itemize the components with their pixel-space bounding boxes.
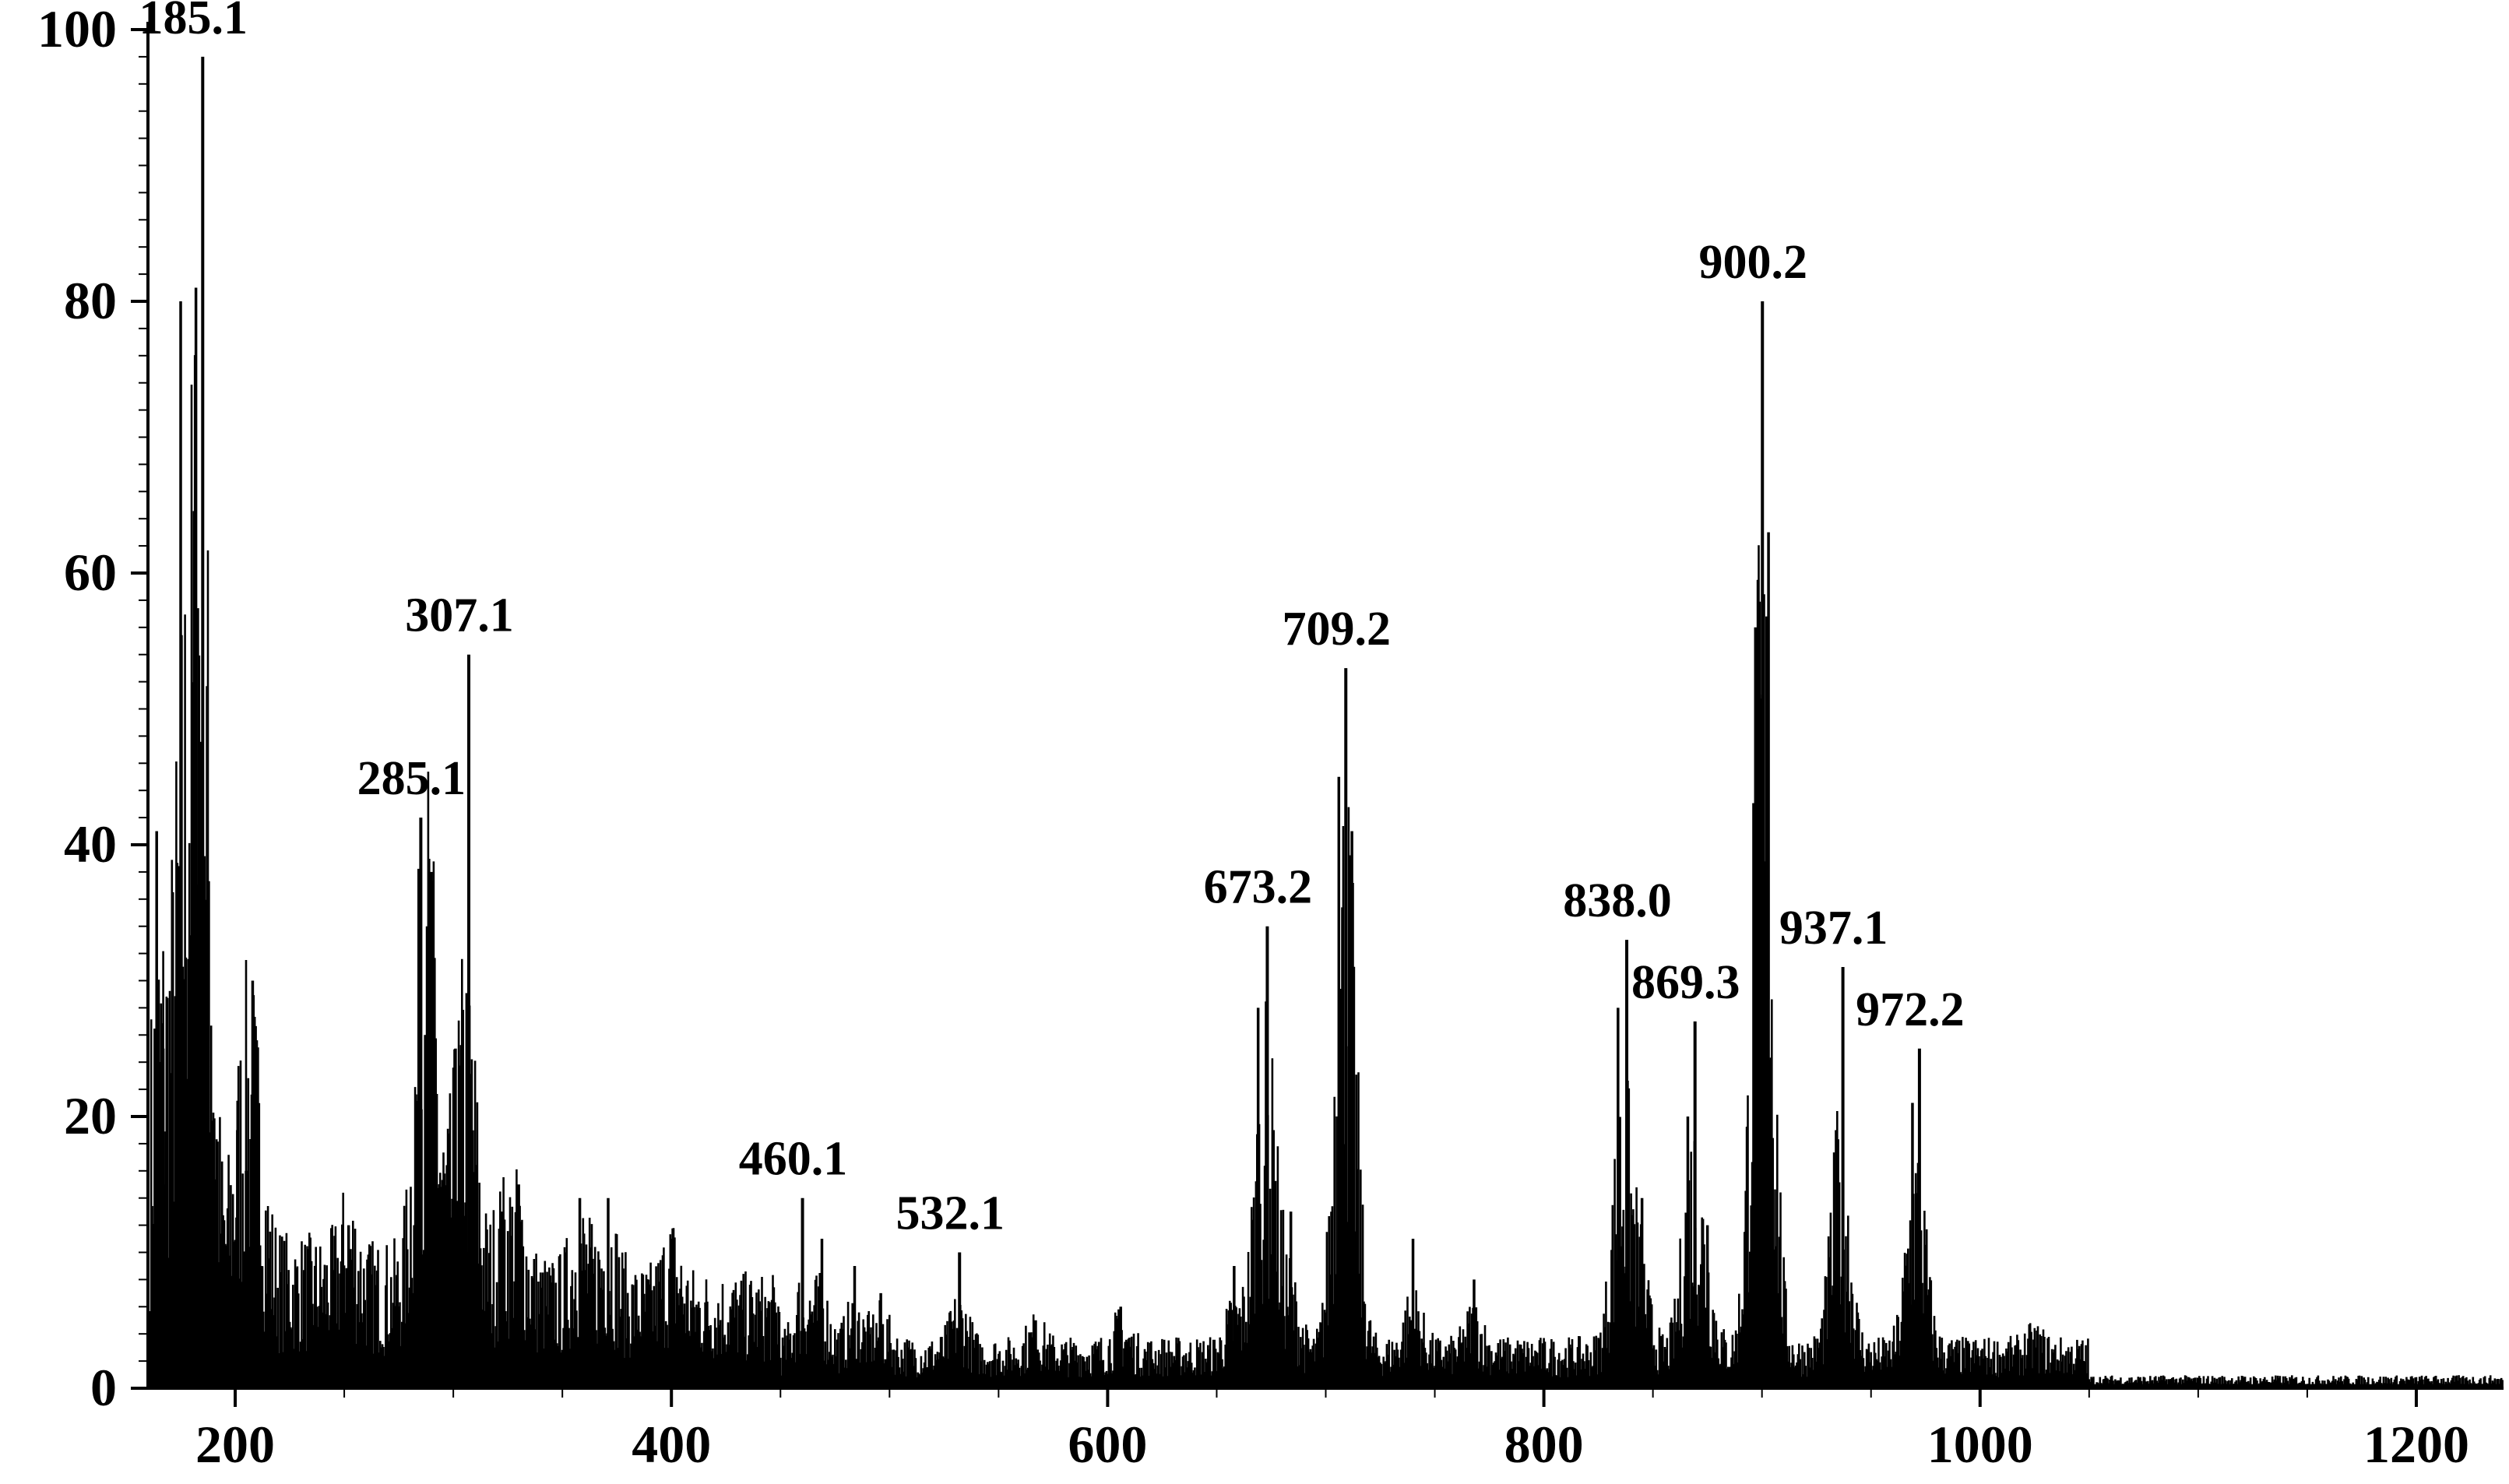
peak-label: 869.3 xyxy=(1631,956,1740,1009)
peak-labels: 185.1 285.1 307.1 460.1 532.1 673.2 709.2 838.0… xyxy=(139,0,1965,1240)
peak-label: 937.1 xyxy=(1779,902,1888,955)
spectrum-noise-baseline xyxy=(149,321,2504,1388)
peak-label: 900.2 xyxy=(1698,236,1807,289)
y-tick-label: 0 xyxy=(90,1358,117,1417)
y-tick-label: 60 xyxy=(64,543,117,602)
y-axis-ticks: 0 20 40 60 80 100 xyxy=(37,0,148,1417)
x-tick-label: 1000 xyxy=(1927,1415,2033,1474)
peak-label: 307.1 xyxy=(405,589,514,642)
x-axis-ticks: 200 400 600 800 1000 1200 xyxy=(195,1388,2469,1474)
peak-label: 285.1 xyxy=(357,752,466,805)
peak-label: 709.2 xyxy=(1283,603,1392,656)
x-tick-label: 400 xyxy=(632,1415,711,1474)
peak-label: 673.2 xyxy=(1204,861,1313,914)
x-tick-label: 600 xyxy=(1068,1415,1147,1474)
peak-label: 185.1 xyxy=(139,0,248,44)
y-tick-label: 80 xyxy=(64,271,117,330)
peak-label: 460.1 xyxy=(739,1133,848,1186)
axes xyxy=(146,22,2504,1390)
y-tick-label: 100 xyxy=(37,0,117,58)
peak-label: 838.0 xyxy=(1563,874,1672,927)
x-tick-label: 1200 xyxy=(2363,1415,2469,1474)
y-tick-label: 40 xyxy=(64,814,117,874)
peak-label: 532.1 xyxy=(896,1187,1005,1240)
x-tick-label: 200 xyxy=(195,1415,275,1474)
x-tick-label: 800 xyxy=(1504,1415,1584,1474)
spectrum-bars xyxy=(149,56,2504,1388)
y-tick-label: 20 xyxy=(64,1086,117,1145)
peak-label: 972.2 xyxy=(1856,983,1965,1036)
